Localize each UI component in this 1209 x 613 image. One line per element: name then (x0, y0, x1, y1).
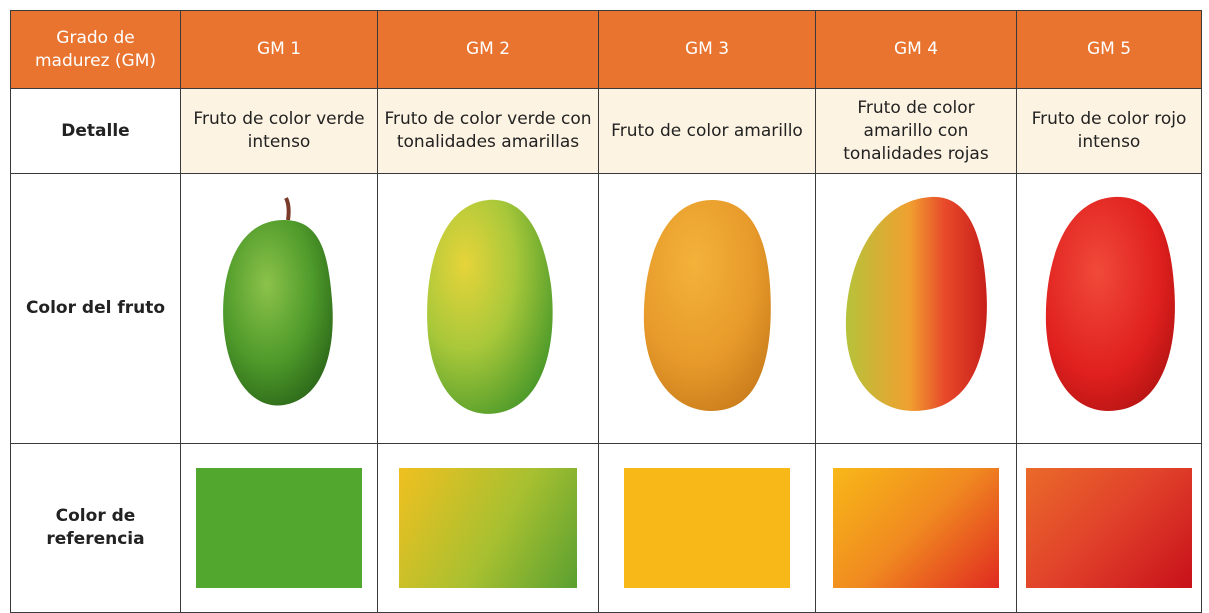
swatch-cell (180, 443, 378, 613)
mango-image (1045, 196, 1175, 411)
mango-image (427, 199, 553, 414)
mango-image (845, 196, 987, 411)
header-cell: GM 2 (377, 10, 599, 89)
detail-cell: Fruto de color amarillo (598, 88, 816, 174)
mango-image (223, 197, 333, 406)
color-swatch (1026, 468, 1192, 588)
detail-row: Detalle Fruto de color verde intenso Fru… (10, 88, 1202, 174)
fruit-cell (1016, 173, 1202, 444)
color-swatch (399, 468, 577, 588)
swatch-cell (1016, 443, 1202, 613)
header-cell: GM 5 (1016, 10, 1202, 89)
color-swatch (833, 468, 999, 588)
color-swatch (624, 468, 790, 588)
fruit-cell (598, 173, 816, 444)
color-swatch (196, 468, 362, 588)
row-label: Detalle (10, 88, 181, 174)
header-cell: Grado de madurez (GM) (10, 10, 181, 89)
swatch-cell (377, 443, 599, 613)
detail-cell: Fruto de color verde con tonalidades ama… (377, 88, 599, 174)
reference-row: Color de referencia (10, 443, 1202, 613)
header-row: Grado de madurez (GM) GM 1 GM 2 GM 3 GM … (10, 10, 1202, 89)
detail-cell: Fruto de color amarillo con tonalidades … (815, 88, 1017, 174)
fruit-cell (815, 173, 1017, 444)
mango-image (643, 200, 771, 411)
header-cell: GM 3 (598, 10, 816, 89)
row-label: Color de referencia (10, 443, 181, 613)
swatch-cell (815, 443, 1017, 613)
fruit-cell (180, 173, 378, 444)
header-cell: GM 1 (180, 10, 378, 89)
fruit-row: Color del fruto (10, 173, 1202, 444)
header-cell: GM 4 (815, 10, 1017, 89)
detail-cell: Fruto de color verde intenso (180, 88, 378, 174)
detail-cell: Fruto de color rojo intenso (1016, 88, 1202, 174)
swatch-cell (598, 443, 816, 613)
row-label: Color del fruto (10, 173, 181, 444)
ripeness-table: Grado de madurez (GM) GM 1 GM 2 GM 3 GM … (10, 10, 1202, 613)
fruit-cell (377, 173, 599, 444)
